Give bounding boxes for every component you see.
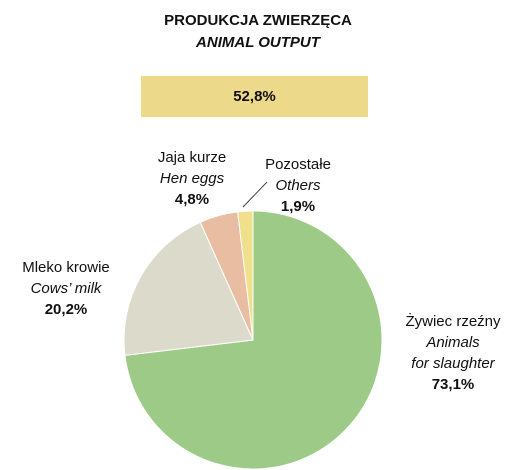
slice-label: Żywiec rzeźny — [405, 313, 501, 330]
chart-subtitle: ANIMAL OUTPUT — [196, 34, 320, 51]
slice-value: 4,8% — [174, 191, 210, 208]
slice-label-en: Animals for slaughter — [411, 334, 495, 372]
share-box — [141, 76, 368, 117]
chart-title: PRODUKCJA ZWIERZĘCA — [164, 12, 352, 29]
slice-label: Jaja kurze — [157, 149, 227, 166]
share-label: 52,8% — [233, 88, 276, 105]
pie-slice — [237, 210, 254, 341]
slice-label-en: Cows’ milk — [30, 280, 102, 297]
slice-value: 20,2% — [44, 301, 88, 318]
slice-label-en: Others — [275, 177, 321, 194]
leader-line — [242, 181, 268, 208]
slice-value: 1,9% — [280, 198, 316, 215]
pie-slice — [123, 221, 254, 356]
slice-label-en: Hen eggs — [159, 170, 225, 187]
slice-label: Mleko krowie — [22, 259, 110, 276]
slice-label: Pozostałe — [265, 156, 331, 173]
slice-value: 73,1% — [431, 376, 475, 393]
